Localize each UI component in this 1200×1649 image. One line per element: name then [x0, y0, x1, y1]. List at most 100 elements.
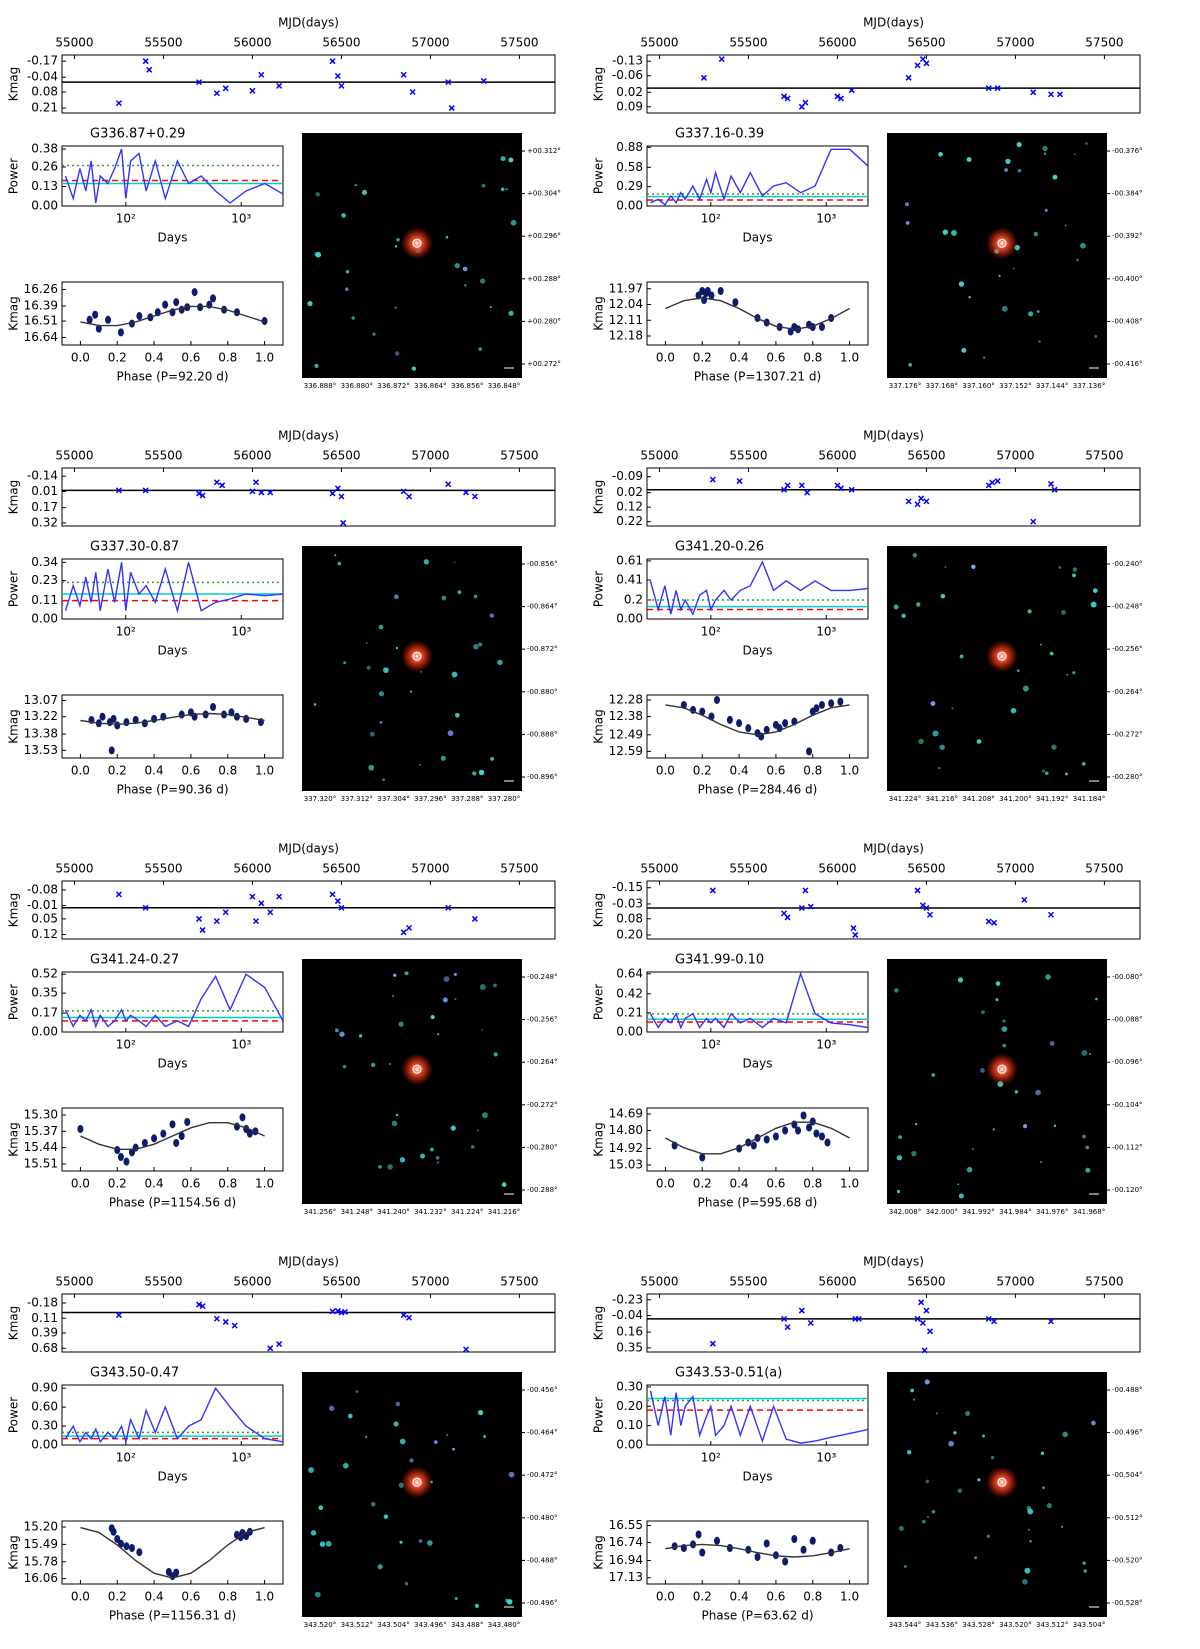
y-tick-label: 0.22: [616, 514, 643, 528]
image-x-tick-label: 337.280°: [488, 795, 520, 803]
star: [337, 561, 342, 566]
data-point: [763, 725, 770, 734]
star: [974, 1556, 978, 1560]
image-y-tick-label: +00.280°: [527, 317, 561, 325]
x-tick-label: 1.0: [840, 1590, 859, 1604]
x-axis-label: Days: [743, 231, 773, 245]
y-tick-label: 0.52: [31, 967, 58, 981]
star: [1012, 267, 1015, 270]
y-tick-label: -0.01: [27, 898, 58, 912]
star: [470, 1145, 475, 1149]
star: [1095, 997, 1098, 1001]
y-tick-label: 0.88: [616, 140, 643, 154]
y-tick-label: 0.00: [616, 1025, 643, 1039]
data-point: [233, 1122, 240, 1131]
source-glow: [401, 227, 433, 260]
source-glow: [986, 1466, 1018, 1499]
star: [1002, 1019, 1006, 1023]
star: [930, 701, 936, 707]
data-point: [400, 1312, 407, 1319]
star: [454, 1596, 458, 1601]
star: [370, 1062, 376, 1068]
star: [452, 1447, 455, 1451]
image-y-tick-label: -00.464°: [527, 1429, 558, 1437]
series-line: [64, 1386, 283, 1444]
data-point: [818, 323, 825, 331]
data-point: [813, 704, 820, 713]
x-tick-label: 55000: [640, 36, 678, 50]
star: [319, 1541, 326, 1547]
data-point: [914, 62, 921, 69]
x-tick-label: 55500: [144, 449, 182, 463]
data-point: [798, 482, 805, 489]
series-line: [649, 972, 868, 1030]
data-point: [196, 79, 203, 86]
y-tick-label: 15.78: [24, 1554, 58, 1568]
star: [1016, 141, 1022, 148]
x-tick-label: 10³: [231, 625, 251, 639]
star: [365, 642, 368, 644]
star: [436, 1033, 440, 1036]
star: [310, 1530, 317, 1536]
y-tick-label: -0.06: [612, 68, 643, 82]
star: [1085, 1145, 1090, 1150]
x-tick-label: 10²: [701, 212, 721, 226]
source-glow: [401, 1053, 433, 1086]
image-x-tick-label: 337.144°: [1036, 382, 1068, 390]
star: [1042, 769, 1045, 773]
x-axis-label: Phase (P=1307.21 d): [694, 370, 821, 384]
data-point: [136, 312, 143, 321]
x-tick-label: 56500: [322, 449, 360, 463]
image-y-tick-label: -00.488°: [1112, 1386, 1143, 1394]
series-line: [649, 560, 868, 616]
series-line: [64, 148, 283, 204]
y-tick-label: 15.30: [24, 1108, 58, 1122]
x-tick-label: 1.0: [255, 1177, 274, 1191]
y-tick-label: 0.29: [616, 179, 643, 193]
star: [489, 613, 495, 618]
data-point: [213, 918, 220, 925]
series-line: [80, 1122, 265, 1150]
star: [447, 730, 454, 737]
x-tick-label: 0.2: [693, 1590, 712, 1604]
series-line: [665, 1543, 850, 1558]
data-point: [110, 714, 117, 723]
star: [393, 973, 397, 977]
x-tick-label: 1.0: [255, 1590, 274, 1604]
star: [369, 731, 375, 737]
star: [334, 1028, 339, 1033]
star: [1004, 168, 1008, 172]
x-axis-label: Phase (P=1154.56 d): [109, 1196, 236, 1210]
x-tick-label: 55000: [55, 1275, 93, 1289]
x-tick-label: 0.0: [71, 1590, 90, 1604]
star: [411, 366, 416, 371]
data-point: [824, 1138, 831, 1147]
data-point: [763, 1135, 770, 1144]
y-tick-label: 13.53: [24, 743, 58, 757]
data-point: [828, 699, 835, 708]
image-y-tick-label: -00.272°: [1112, 730, 1143, 738]
star: [501, 1182, 507, 1187]
star: [341, 213, 346, 218]
data-point: [95, 324, 102, 333]
x-tick-label: 10³: [231, 1451, 251, 1465]
star: [1010, 707, 1017, 714]
star: [481, 1112, 488, 1119]
series-line: [665, 297, 850, 331]
x-tick-label: 55500: [729, 36, 767, 50]
y-axis-label: Kmag: [7, 1122, 21, 1157]
star: [1076, 259, 1079, 262]
data-point: [334, 1307, 341, 1314]
y-tick-label: 16.06: [24, 1571, 58, 1585]
star: [1091, 1420, 1096, 1426]
data-point: [1047, 911, 1055, 918]
y-tick-label: 0.38: [31, 142, 58, 156]
source-glow: [401, 640, 433, 673]
y-axis-label: Kmag: [7, 1306, 21, 1341]
data-point: [718, 56, 725, 63]
star: [395, 646, 399, 650]
star: [914, 1122, 918, 1126]
data-point: [123, 718, 130, 727]
x-tick-label: 0.6: [181, 764, 200, 778]
